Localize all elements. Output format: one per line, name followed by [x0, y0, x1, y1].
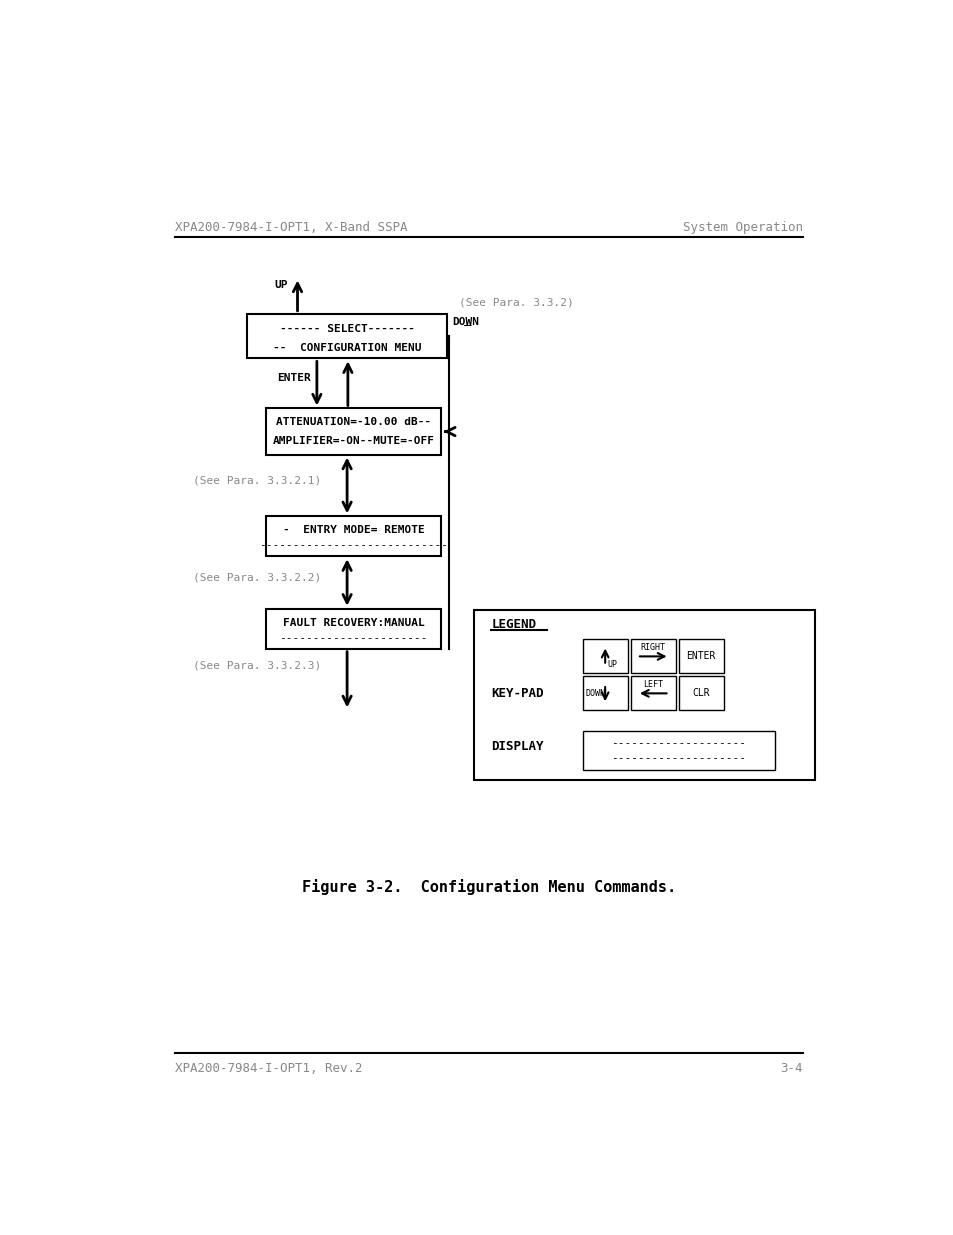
FancyBboxPatch shape: [247, 314, 447, 358]
Text: DOWN: DOWN: [585, 689, 605, 698]
FancyBboxPatch shape: [679, 640, 723, 673]
FancyBboxPatch shape: [266, 516, 440, 556]
Text: --  CONFIGURATION MENU: -- CONFIGURATION MENU: [273, 342, 421, 353]
Text: -  ENTRY MODE= REMOTE: - ENTRY MODE= REMOTE: [282, 525, 424, 535]
FancyBboxPatch shape: [679, 677, 723, 710]
FancyBboxPatch shape: [582, 640, 627, 673]
Text: (See Para. 3.3.2.2): (See Para. 3.3.2.2): [193, 573, 321, 583]
Text: LEGEND: LEGEND: [491, 618, 536, 631]
Text: LEFT: LEFT: [642, 680, 662, 689]
FancyBboxPatch shape: [630, 677, 675, 710]
FancyBboxPatch shape: [474, 610, 815, 779]
Text: UP: UP: [274, 280, 288, 290]
Text: (See Para. 3.3.2): (See Para. 3.3.2): [458, 298, 573, 308]
Text: XPA200-7984-I-OPT1, Rev.2: XPA200-7984-I-OPT1, Rev.2: [174, 1062, 362, 1074]
Text: ENTER: ENTER: [276, 373, 311, 383]
Text: AMPLIFIER=-ON--MUTE=-OFF: AMPLIFIER=-ON--MUTE=-OFF: [273, 436, 435, 446]
Text: (See Para. 3.3.2.1): (See Para. 3.3.2.1): [193, 475, 321, 485]
Text: KEY-PAD: KEY-PAD: [491, 687, 543, 700]
Text: —: —: [464, 319, 471, 332]
Text: --------------------: --------------------: [611, 753, 745, 763]
FancyBboxPatch shape: [266, 609, 440, 648]
Text: 3-4: 3-4: [780, 1062, 802, 1074]
FancyBboxPatch shape: [266, 409, 440, 454]
Text: ------ SELECT-------: ------ SELECT-------: [279, 324, 415, 335]
Text: UP: UP: [607, 659, 617, 668]
Text: DISPLAY: DISPLAY: [491, 740, 543, 753]
Text: DOWN: DOWN: [452, 317, 479, 327]
FancyBboxPatch shape: [582, 731, 774, 769]
Text: XPA200-7984-I-OPT1, X-Band SSPA: XPA200-7984-I-OPT1, X-Band SSPA: [174, 221, 407, 235]
Text: System Operation: System Operation: [682, 221, 802, 235]
Text: ----------------------------: ----------------------------: [259, 541, 448, 551]
Text: RIGHT: RIGHT: [640, 643, 665, 652]
Text: ATTENUATION=-10.00 dB--: ATTENUATION=-10.00 dB--: [275, 417, 431, 427]
Text: FAULT RECOVERY:MANUAL: FAULT RECOVERY:MANUAL: [282, 618, 424, 627]
Text: CLR: CLR: [692, 688, 709, 698]
FancyBboxPatch shape: [582, 677, 627, 710]
Text: --------------------: --------------------: [611, 739, 745, 748]
FancyBboxPatch shape: [630, 640, 675, 673]
Text: ENTER: ENTER: [686, 651, 715, 662]
Text: Figure 3-2.  Configuration Menu Commands.: Figure 3-2. Configuration Menu Commands.: [301, 879, 676, 895]
Text: (See Para. 3.3.2.3): (See Para. 3.3.2.3): [193, 661, 321, 671]
Text: ----------------------: ----------------------: [279, 632, 428, 643]
